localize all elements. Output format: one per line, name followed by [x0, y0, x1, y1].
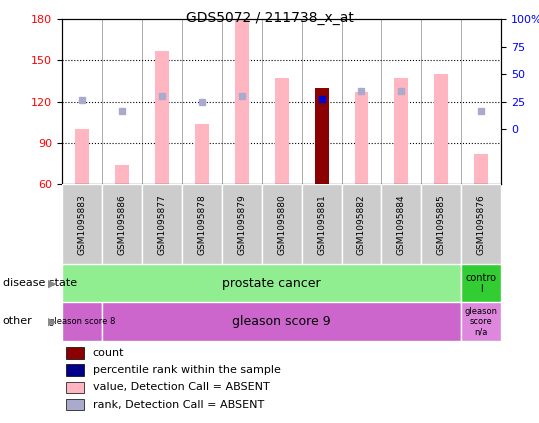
Bar: [66, 382, 84, 393]
Bar: [421, 184, 461, 264]
Bar: [474, 154, 488, 184]
Text: GSM1095882: GSM1095882: [357, 194, 366, 255]
Bar: [62, 302, 102, 341]
Bar: [62, 184, 102, 264]
Text: gleason
score
n/a: gleason score n/a: [465, 307, 498, 336]
Bar: [155, 51, 169, 184]
Text: other: other: [3, 316, 32, 327]
Bar: [275, 78, 288, 184]
Bar: [66, 399, 84, 410]
Text: GSM1095881: GSM1095881: [317, 194, 326, 255]
Text: GDS5072 / 211738_x_at: GDS5072 / 211738_x_at: [185, 11, 354, 25]
Text: count: count: [93, 348, 124, 358]
Text: ▶: ▶: [48, 316, 57, 327]
Text: GSM1095880: GSM1095880: [277, 194, 286, 255]
Bar: [234, 19, 248, 184]
Text: GSM1095885: GSM1095885: [437, 194, 446, 255]
Bar: [315, 88, 329, 184]
Text: GSM1095877: GSM1095877: [157, 194, 167, 255]
Bar: [355, 92, 369, 184]
Bar: [115, 165, 129, 184]
Bar: [195, 124, 209, 184]
Text: GSM1095876: GSM1095876: [477, 194, 486, 255]
Text: GSM1095886: GSM1095886: [118, 194, 126, 255]
Bar: [461, 184, 501, 264]
Bar: [395, 78, 409, 184]
Bar: [75, 129, 89, 184]
Text: rank, Detection Call = ABSENT: rank, Detection Call = ABSENT: [93, 400, 264, 409]
Bar: [142, 184, 182, 264]
Bar: [222, 184, 261, 264]
Bar: [102, 302, 461, 341]
Text: disease state: disease state: [3, 278, 77, 288]
Text: contro
l: contro l: [466, 272, 497, 294]
Text: percentile rank within the sample: percentile rank within the sample: [93, 365, 281, 375]
Text: prostate cancer: prostate cancer: [222, 277, 321, 290]
Text: GSM1095883: GSM1095883: [78, 194, 86, 255]
Text: gleason score 9: gleason score 9: [232, 315, 331, 328]
Text: GSM1095884: GSM1095884: [397, 194, 406, 255]
Bar: [261, 184, 302, 264]
Bar: [66, 347, 84, 359]
Bar: [342, 184, 382, 264]
Bar: [66, 364, 84, 376]
Bar: [182, 184, 222, 264]
Bar: [461, 302, 501, 341]
Bar: [102, 184, 142, 264]
Text: GSM1095879: GSM1095879: [237, 194, 246, 255]
Bar: [302, 184, 342, 264]
Bar: [382, 184, 421, 264]
Text: gleason score 8: gleason score 8: [49, 317, 115, 326]
Text: ▶: ▶: [48, 278, 57, 288]
Text: value, Detection Call = ABSENT: value, Detection Call = ABSENT: [93, 382, 270, 393]
Bar: [461, 264, 501, 302]
Bar: [434, 74, 448, 184]
Text: GSM1095878: GSM1095878: [197, 194, 206, 255]
